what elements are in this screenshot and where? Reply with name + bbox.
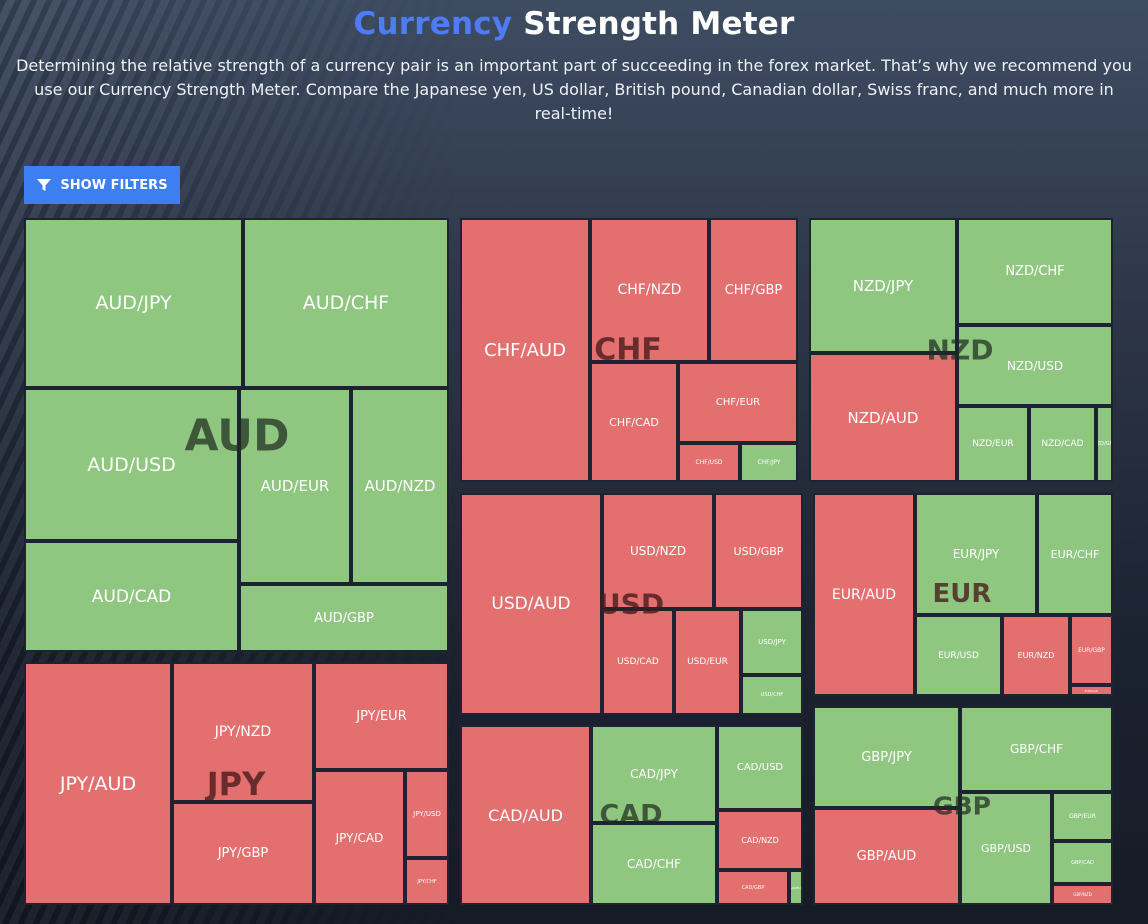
pair-tile-gbp-usd[interactable]: GBP/USD (960, 792, 1052, 905)
pair-tile-gbp-chf[interactable]: GBP/CHF (960, 706, 1113, 792)
pair-tile-usd-gbp[interactable]: USD/GBP (714, 493, 803, 609)
pair-tile-usd-aud[interactable]: USD/AUD (460, 493, 602, 715)
pair-tile-gbp-cad[interactable]: GBP/CAD (1052, 841, 1113, 884)
page-title: Currency Strength Meter (0, 6, 1148, 42)
pair-tile-nzd-jpy[interactable]: NZD/JPY (809, 218, 957, 353)
pair-tile-nzd-eur[interactable]: NZD/EUR (957, 406, 1029, 482)
pair-tile-usd-cad[interactable]: USD/CAD (602, 609, 674, 715)
pair-tile-gbp-jpy[interactable]: GBP/JPY (813, 706, 960, 808)
pair-tile-cad-nzd[interactable]: CAD/NZD (717, 810, 803, 870)
pair-tile-eur-aud[interactable]: EUR/AUD (813, 493, 915, 696)
pair-tile-eur-chf[interactable]: EUR/CHF (1037, 493, 1113, 615)
pair-tile-eur-jpy[interactable]: EUR/JPY (915, 493, 1037, 615)
pair-tile-cad-gbp[interactable]: CAD/GBP (717, 870, 789, 905)
pair-tile-aud-nzd[interactable]: AUD/NZD (351, 388, 449, 584)
pair-tile-eur-usd[interactable]: EUR/USD (915, 615, 1002, 696)
pair-tile-usd-jpy[interactable]: USD/JPY (741, 609, 803, 675)
pair-tile-gbp-eur[interactable]: GBP/EUR (1052, 792, 1113, 841)
pair-tile-aud-jpy[interactable]: AUD/JPY (24, 218, 243, 388)
pair-tile-chf-gbp[interactable]: CHF/GBP (709, 218, 798, 362)
pair-tile-jpy-aud[interactable]: JPY/AUD (24, 662, 172, 905)
pair-tile-aud-usd[interactable]: AUD/USD (24, 388, 239, 541)
page-description: Determining the relative strength of a c… (16, 56, 1132, 123)
pair-tile-aud-gbp[interactable]: AUD/GBP (239, 584, 449, 652)
pair-tile-cad-usd[interactable]: CAD/USD (717, 725, 803, 810)
pair-tile-nzd-gbp[interactable]: NZD/GBP (1096, 406, 1113, 482)
pair-tile-eur-cad[interactable]: EUR/CAD (1070, 685, 1113, 696)
pair-tile-aud-cad[interactable]: AUD/CAD (24, 541, 239, 652)
pair-tile-chf-aud[interactable]: CHF/AUD (460, 218, 590, 482)
pair-tile-chf-cad[interactable]: CHF/CAD (590, 362, 678, 482)
pair-tile-jpy-nzd[interactable]: JPY/NZD (172, 662, 314, 802)
pair-tile-chf-jpy[interactable]: CHF/JPY (740, 443, 798, 482)
pair-tile-cad-jpy[interactable]: CAD/JPY (591, 725, 717, 823)
pair-tile-gbp-nzd[interactable]: GBP/NZD (1052, 884, 1113, 905)
pair-tile-usd-eur[interactable]: USD/EUR (674, 609, 741, 715)
pair-tile-jpy-eur[interactable]: JPY/EUR (314, 662, 449, 770)
pair-tile-gbp-aud[interactable]: GBP/AUD (813, 808, 960, 905)
pair-tile-nzd-usd[interactable]: NZD/USD (957, 325, 1113, 406)
pair-tile-eur-gbp[interactable]: EUR/GBP (1070, 615, 1113, 685)
pair-tile-chf-nzd[interactable]: CHF/NZD (590, 218, 709, 362)
pair-tile-jpy-chf[interactable]: JPY/CHF (405, 858, 449, 905)
pair-tile-nzd-chf[interactable]: NZD/CHF (957, 218, 1113, 325)
pair-tile-chf-usd[interactable]: CHF/USD (678, 443, 740, 482)
pair-tile-aud-eur[interactable]: AUD/EUR (239, 388, 351, 584)
pair-tile-usd-nzd[interactable]: USD/NZD (602, 493, 714, 609)
title-accent: Currency (353, 6, 513, 42)
pair-tile-jpy-usd[interactable]: JPY/USD (405, 770, 449, 858)
pair-tile-jpy-cad[interactable]: JPY/CAD (314, 770, 405, 905)
pair-tile-eur-nzd[interactable]: EUR/NZD (1002, 615, 1070, 696)
pair-tile-nzd-aud[interactable]: NZD/AUD (809, 353, 957, 482)
pair-tile-nzd-cad[interactable]: NZD/CAD (1029, 406, 1096, 482)
pair-tile-jpy-gbp[interactable]: JPY/GBP (172, 802, 314, 905)
show-filters-button[interactable]: SHOW FILTERS (24, 166, 180, 204)
pair-tile-aud-chf[interactable]: AUD/CHF (243, 218, 449, 388)
pair-tile-usd-chf[interactable]: USD/CHF (741, 675, 803, 715)
pair-tile-cad-aud[interactable]: CAD/AUD (460, 725, 591, 905)
filter-icon (36, 177, 52, 193)
pair-tile-cad-eur[interactable]: CAD/EUR (789, 870, 803, 905)
pair-tile-chf-eur[interactable]: CHF/EUR (678, 362, 798, 443)
title-rest: Strength Meter (523, 6, 795, 42)
pair-tile-cad-chf[interactable]: CAD/CHF (591, 823, 717, 905)
show-filters-label: SHOW FILTERS (60, 177, 168, 193)
